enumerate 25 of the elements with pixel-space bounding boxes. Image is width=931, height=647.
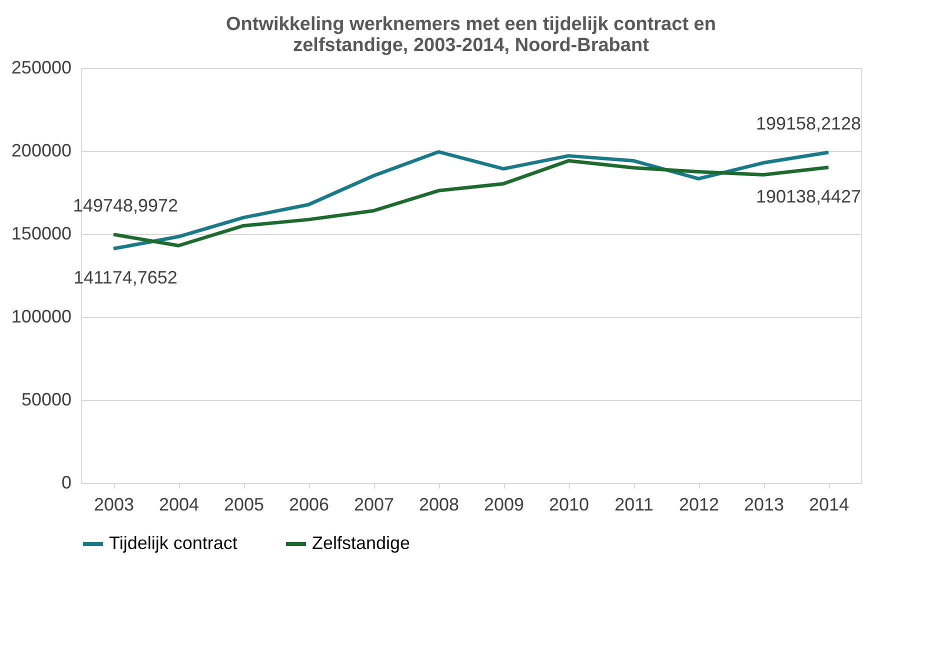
legend-label: Zelfstandige: [312, 533, 410, 553]
y-tick-label: 50000: [21, 390, 72, 410]
x-tick-label: 2010: [548, 494, 590, 514]
annotation: 149748,9972: [72, 195, 178, 216]
y-tick-label: 100000: [11, 306, 72, 326]
x-tick-label: 2004: [158, 494, 200, 514]
x-tick-label: 2013: [744, 494, 784, 514]
x-tick-label: 2007: [354, 494, 394, 514]
y-tick-label: 200000: [11, 140, 72, 160]
y-tick-label: 250000: [11, 58, 72, 78]
y-tick-label: 0: [61, 472, 72, 492]
chart-title: Ontwikkeling werknemers met een tijdelijk contract en zelfstandige, 2003-2014, Noord-Brabant: [226, 14, 716, 56]
x-tick-label: 2005: [224, 494, 264, 514]
annotation: 141174,7652: [74, 268, 178, 288]
x-tick-label: 2014: [808, 494, 850, 514]
annotation: 199158,2128: [756, 113, 862, 134]
annotation: 190138,4427: [756, 186, 862, 206]
x-tick-label: 2009: [484, 494, 524, 514]
x-tick-label: 2011: [614, 494, 654, 514]
legend-label: Tijdelijk contract: [109, 533, 238, 553]
x-tick-label: 2008: [418, 494, 460, 514]
y-tick-label: 150000: [11, 224, 72, 244]
x-tick-label: 2006: [288, 494, 330, 514]
x-tick-label: 2012: [678, 494, 720, 514]
x-tick-label: 2003: [94, 494, 134, 514]
